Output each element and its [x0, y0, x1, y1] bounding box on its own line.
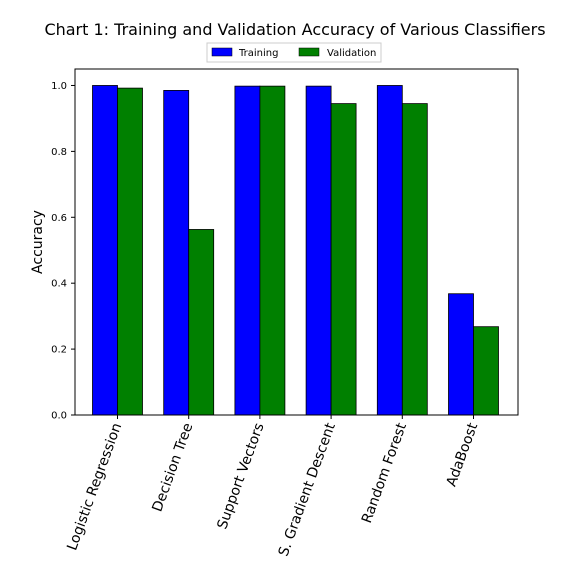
bar-training-decision-tree	[163, 90, 190, 416]
legend-frame	[206, 42, 382, 63]
legend-swatch-training	[211, 47, 233, 57]
y-tick-label: 0.6	[51, 213, 67, 224]
legend-label-training: Training	[238, 48, 278, 59]
y-tick-label: 0.0	[51, 411, 67, 422]
x-tick-label-s-gradient-descent: S. Gradient Descent	[276, 420, 339, 558]
y-tick-label: 1.0	[51, 81, 67, 92]
y-tick-label: 0.8	[51, 147, 67, 158]
chart-title: Chart 1: Training and Validation Accurac…	[44, 20, 545, 39]
y-tick-label: 0.2	[51, 345, 67, 356]
x-tick-label-logistic-regression: Logistic Regression	[64, 421, 125, 553]
y-tick-label: 0.4	[51, 279, 67, 290]
bar-training-logistic-regression	[92, 85, 118, 416]
legend-swatch-validation	[298, 47, 320, 57]
bar-training-s-gradient-descent	[305, 85, 332, 416]
bar-training-adaboost	[448, 293, 474, 416]
x-tick-label-decision-tree: Decision Tree	[150, 421, 197, 514]
legend-label-validation: Validation	[327, 48, 376, 59]
bar-training-support-vectors	[234, 85, 261, 416]
x-axis-ticks: Logistic Regression Decision Tree Support …	[64, 415, 481, 558]
legend: Training Validation	[206, 42, 382, 63]
y-axis-ticks: 0.0 0.2 0.4 0.6 0.8 1.0	[51, 81, 75, 422]
bar-training-random-forest	[376, 85, 403, 416]
bar-validation-adaboost	[473, 326, 499, 416]
plot-area-frame	[74, 68, 519, 416]
bar-validation-s-gradient-descent	[330, 103, 357, 416]
bar-validation-decision-tree	[188, 229, 215, 416]
bar-validation-random-forest	[401, 103, 428, 416]
bar-validation-logistic-regression	[117, 87, 143, 416]
x-tick-label-support-vectors: Support Vectors	[214, 421, 267, 531]
y-axis-label: Accuracy	[30, 210, 46, 274]
x-tick-label-adaboost: AdaBoost	[444, 420, 482, 488]
x-tick-label-random-forest: Random Forest	[359, 420, 410, 525]
bar-validation-support-vectors	[259, 85, 286, 416]
bars	[92, 85, 499, 416]
